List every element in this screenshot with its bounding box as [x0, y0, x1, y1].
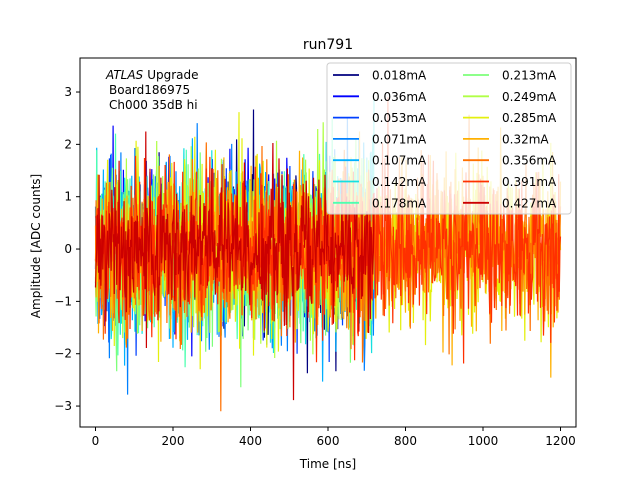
x-axis-ticks: 0 200 400 600 800 1000 1200 [92, 427, 576, 448]
y-tick-label: 0 [64, 242, 72, 256]
legend-entry-label: 0.178mA [372, 196, 427, 210]
legend-entry-label: 0.285mA [502, 111, 557, 125]
x-tick-label: 0 [92, 434, 100, 448]
traces-group [94, 97, 562, 412]
x-tick-label: 200 [162, 434, 185, 448]
legend-entry-label: 0.018mA [372, 69, 427, 83]
y-axis-label: Amplitude [ADC counts] [29, 174, 43, 318]
annotation-line-2: Board186975 [109, 83, 190, 97]
legend-entry-label: 0.427mA [502, 196, 557, 210]
annotation-atlas: ATLAS [105, 68, 144, 82]
legend-entry-label: 0.213mA [502, 69, 557, 83]
y-tick-label: 1 [64, 190, 72, 204]
legend-entry-label: 0.142mA [372, 175, 427, 189]
x-tick-label: 1000 [468, 434, 499, 448]
y-tick-label: 3 [64, 85, 72, 99]
x-tick-label: 600 [317, 434, 340, 448]
x-tick-label: 800 [394, 434, 417, 448]
y-tick-label: −1 [54, 294, 72, 308]
y-tick-label: −3 [54, 399, 72, 413]
legend-entry-label: 0.356mA [502, 154, 557, 168]
legend-box [326, 62, 572, 215]
legend-entry-label: 0.107mA [372, 154, 427, 168]
legend-entry-label: 0.391mA [502, 175, 557, 189]
x-tick-label: 1200 [545, 434, 576, 448]
legend-entry-label: 0.32mA [502, 132, 549, 146]
annotation-line-1: ATLAS Upgrade [105, 68, 199, 82]
legend-entry-label: 0.071mA [372, 132, 427, 146]
legend-entry-label: 0.036mA [372, 90, 427, 104]
annotation-line-3: Ch000 35dB hi [109, 98, 198, 112]
annotation-upgrade: Upgrade [147, 68, 198, 82]
legend-entry-label: 0.053mA [372, 111, 427, 125]
x-tick-label: 400 [239, 434, 262, 448]
x-axis-label: Time [ns] [299, 457, 356, 471]
y-tick-label: −2 [54, 347, 72, 361]
legend-entry-label: 0.249mA [502, 90, 557, 104]
series-line-0.427mA [94, 131, 375, 401]
y-tick-label: 2 [64, 137, 72, 151]
y-axis-ticks: −3 −2 −1 0 1 2 3 [54, 85, 80, 413]
chart-title: run791 [303, 37, 353, 53]
atlas-annotation: ATLAS Upgrade Board186975 Ch000 35dB hi [105, 68, 199, 112]
legend: 0.018mA 0.036mA 0.053mA 0.071mA 0.107mA 0.142… [326, 62, 572, 215]
